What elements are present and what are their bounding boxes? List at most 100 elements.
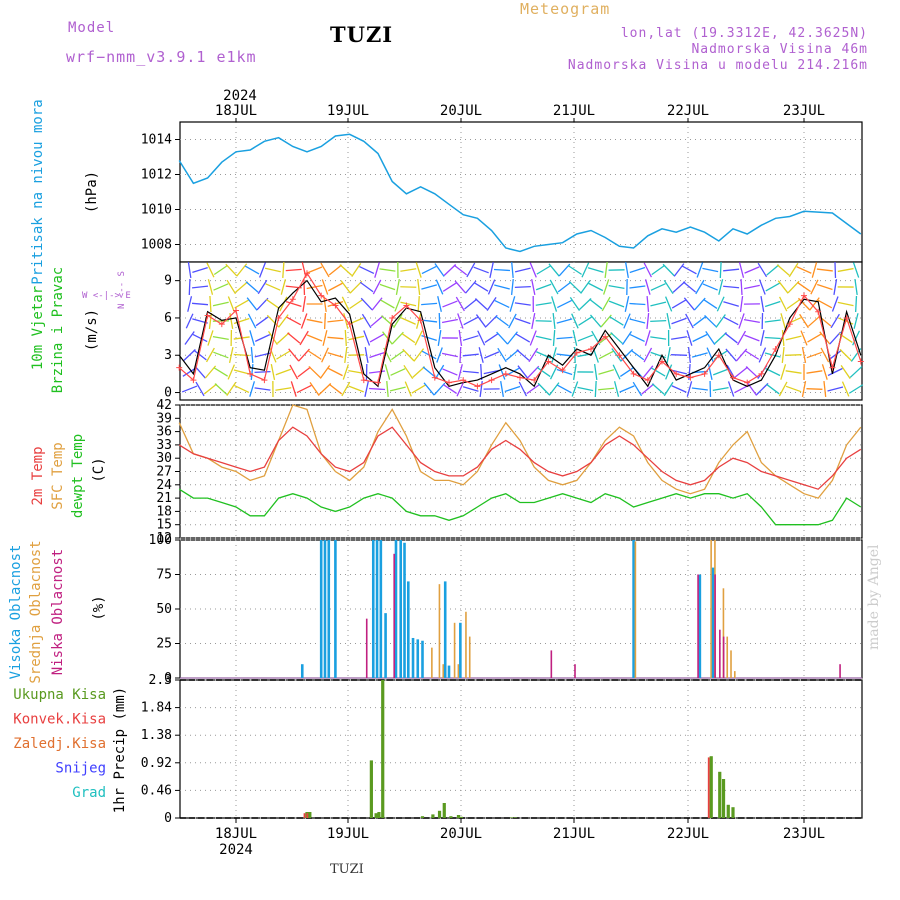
wind-arrow [244, 265, 260, 275]
wind-arrow [205, 347, 215, 363]
wind-arrow [797, 297, 811, 311]
meteogram-label: Meteogram [520, 0, 611, 18]
wind-arrow [833, 278, 838, 296]
cloud-low-bar [550, 650, 553, 678]
wind-arrow [536, 351, 552, 359]
bottom-day-label-2: 20JUL [440, 826, 482, 842]
wind-arrow [620, 348, 634, 362]
wind-arrow [514, 267, 531, 273]
wind-arrow [650, 319, 667, 323]
wind-arrow [400, 317, 416, 325]
wind-arrow [497, 347, 507, 363]
wind-gust-marker [545, 358, 552, 365]
wind-arrow [226, 279, 237, 295]
wind-ytick-label-3: 9 [164, 274, 172, 289]
temperature-ytick-label-0: 12 [156, 531, 172, 546]
wind-arrow [537, 382, 550, 396]
top-day-label-5: 23JUL [783, 103, 825, 119]
wind-arrow [671, 299, 687, 309]
wind-arrow [348, 335, 365, 341]
wind-arrow [581, 262, 590, 278]
wind-arrow [577, 334, 594, 342]
wind-arrow [434, 263, 445, 277]
wind-arrow [438, 312, 441, 330]
wind-arrow [400, 268, 417, 272]
wind-arrow [604, 261, 608, 279]
wind-arrow [371, 297, 383, 311]
wind-compass-ew: W <-|-> E [82, 291, 131, 301]
cloud-high-bar [375, 540, 379, 678]
pressure-ytick-label-2: 1012 [141, 168, 172, 183]
precip-total-bar [459, 816, 463, 818]
wind-gust-marker [318, 292, 325, 299]
wind-arrow [249, 330, 255, 346]
top-day-label-3: 21JUL [553, 103, 595, 119]
wind-arrow [212, 301, 229, 307]
wind-arrow [723, 301, 739, 307]
cloud-high-bar [447, 665, 451, 678]
precip-total-bar [731, 807, 735, 818]
wind-arrow [663, 279, 674, 295]
wind-arrow [765, 383, 780, 395]
wind-ytick-label-2: 6 [164, 311, 172, 326]
wind-arrow [743, 318, 760, 324]
wind-arrow [671, 369, 687, 375]
wind-gust-marker [829, 364, 836, 371]
wind-arrow [691, 352, 708, 358]
wind-arrow [480, 363, 483, 381]
wind-arrow [364, 347, 369, 363]
wind-arrow [806, 370, 823, 374]
wind-arrow [665, 364, 673, 380]
wind-arrow [486, 297, 497, 311]
tsfc-line [178, 404, 862, 499]
wind-arrow [797, 281, 811, 293]
wind-arrow [270, 364, 276, 380]
wind-arrow [389, 386, 406, 392]
wind-arrow [612, 364, 621, 380]
wind-arrow [379, 283, 396, 291]
wind-gust-marker [304, 270, 310, 277]
wind-arrow [185, 313, 194, 329]
wind-arrow [441, 352, 458, 358]
wind-arrow [394, 296, 402, 312]
wind-arrow [557, 299, 572, 309]
temperature-ytick-label-3: 21 [156, 491, 172, 506]
wind-arrow [275, 387, 292, 391]
temperature-ytick-label-1: 15 [156, 518, 172, 533]
wind-arrow [464, 298, 478, 310]
temperature-ytick-label-10: 42 [156, 398, 172, 413]
precip-legend-3: Snijeg [55, 761, 106, 777]
wind-arrow [485, 314, 498, 328]
wind-arrow [610, 332, 623, 344]
wind-arrow [623, 313, 631, 329]
precip-total-bar [456, 815, 461, 818]
wind-arrow [629, 302, 646, 306]
wind-arrow [225, 263, 238, 277]
wind-arrow [361, 313, 372, 329]
cloud-mid-bar [730, 650, 732, 678]
wind-arrow [280, 279, 287, 295]
wind-arrow [246, 297, 258, 311]
wind-arrow [207, 279, 214, 295]
wind-arrow [437, 296, 442, 312]
wind-arrow [594, 380, 597, 398]
cloud-low-bar [574, 664, 576, 678]
wind-arrow [245, 281, 259, 293]
wind-arrow [578, 316, 593, 326]
wind-arrow [349, 298, 364, 310]
wind-arrow [683, 297, 696, 311]
wind-arrow [535, 335, 552, 341]
wind-arrow [369, 387, 386, 391]
wind-arrow [666, 347, 671, 363]
wind-arrow [557, 281, 572, 293]
wind-arrow [646, 312, 650, 330]
wind-arrow [370, 315, 384, 327]
wind-arrow [830, 313, 840, 329]
wind-arrow [250, 363, 254, 381]
wind-arrow [495, 315, 509, 327]
wind-arrow [290, 381, 297, 397]
wind-gust-marker [233, 307, 239, 314]
wind-arrow [556, 318, 573, 324]
wind-arrow [391, 331, 404, 345]
wind-arrow [306, 318, 323, 324]
